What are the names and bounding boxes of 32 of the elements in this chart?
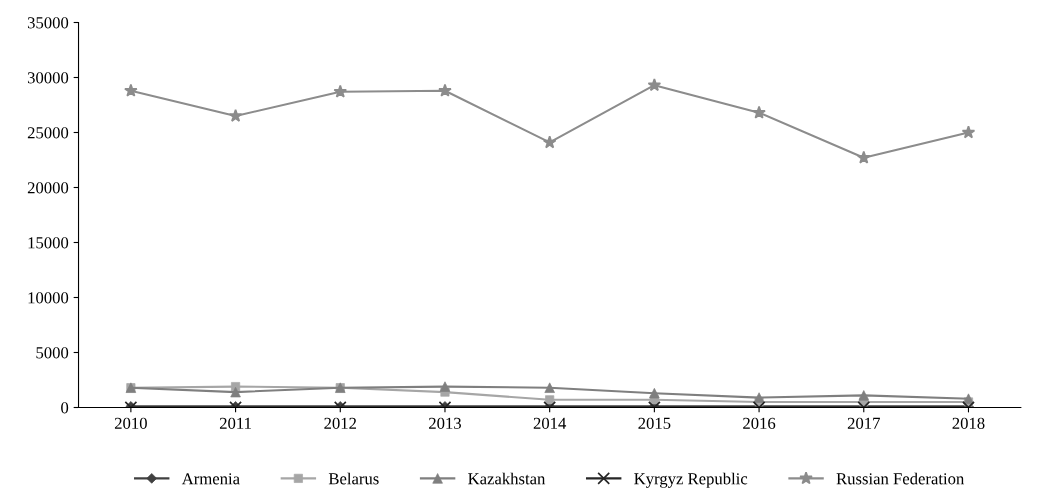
- y-tick-label: 30000: [27, 72, 69, 84]
- point: [124, 83, 138, 97]
- legend-label: Russian Federation: [836, 472, 965, 485]
- point: [961, 125, 976, 139]
- x-tick-label: 2010: [114, 417, 147, 429]
- y-tick-label: 35000: [27, 17, 69, 29]
- point: [752, 105, 766, 119]
- x-tick-label: 2017: [847, 417, 880, 429]
- point: [856, 150, 871, 164]
- x-tick-label: 2013: [429, 417, 461, 429]
- x-tick-label: 2018: [952, 417, 985, 429]
- point: [542, 135, 557, 149]
- y-tick-label: 10000: [28, 292, 69, 304]
- point: [544, 382, 555, 393]
- point: [333, 84, 348, 98]
- legend-label: Kyrgyz Republic: [634, 472, 748, 488]
- x-tick-label: 2015: [638, 417, 671, 429]
- y-tick-label: 20000: [27, 182, 69, 194]
- y-tick-label: 5000: [36, 347, 69, 359]
- y-tick-label: 15000: [28, 237, 69, 249]
- x-tick-label: 2016: [743, 417, 776, 429]
- x-tick-label: 2011: [219, 417, 251, 429]
- point: [438, 83, 452, 97]
- legend-label: Armenia: [181, 473, 240, 485]
- y-tick-label: 0: [61, 402, 69, 414]
- x-tick-label: 2014: [533, 417, 567, 429]
- point: [228, 108, 243, 122]
- legend-label: Kazakhstan: [468, 472, 546, 485]
- y-tick-label: 25000: [27, 127, 69, 139]
- x-tick-label: 2012: [324, 417, 357, 429]
- point: [647, 78, 662, 92]
- legend-label: Belarus: [328, 472, 379, 485]
